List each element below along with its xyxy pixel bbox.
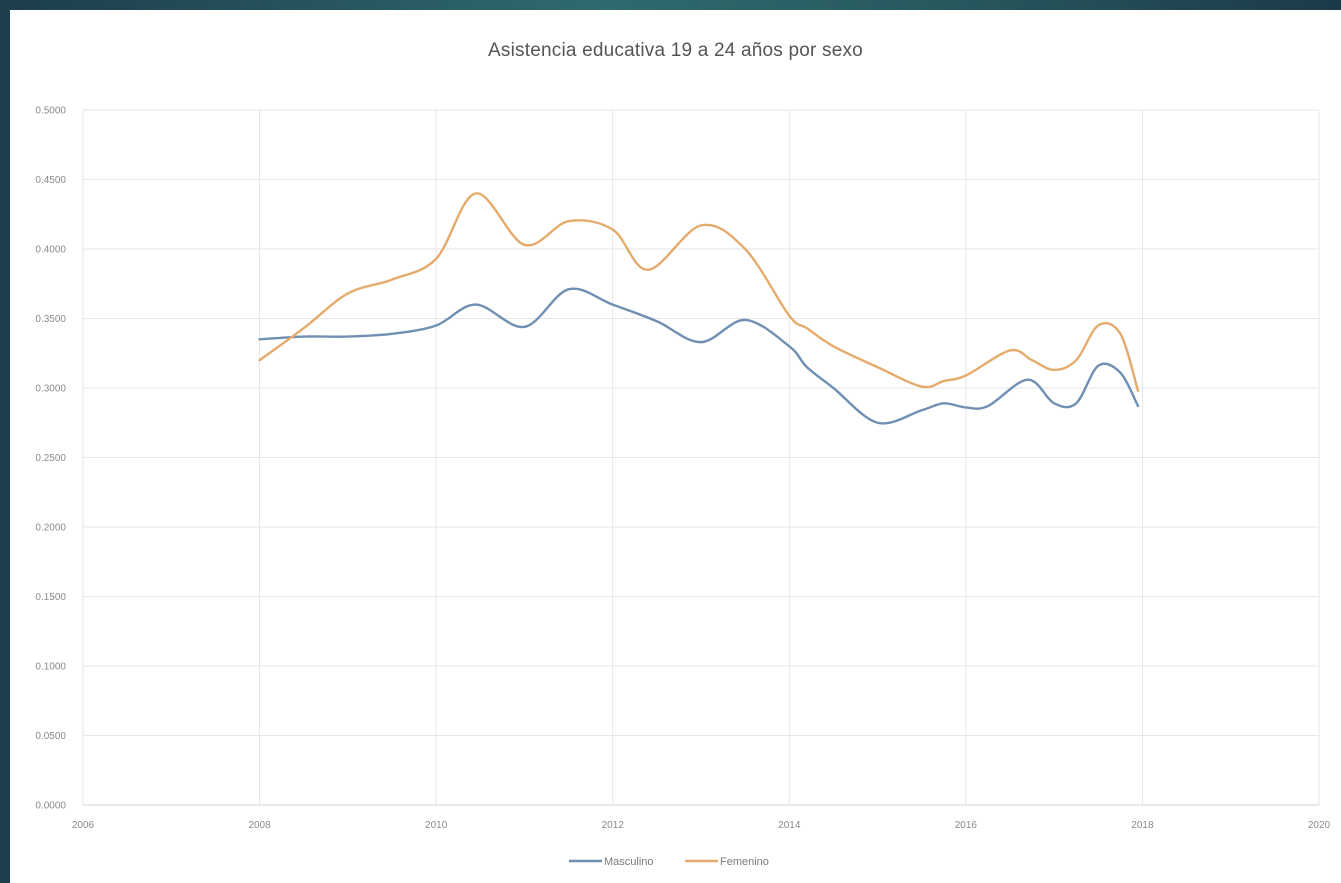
x-tick-label: 2012 (602, 820, 625, 831)
y-tick-label: 0.4000 (35, 245, 66, 256)
y-tick-label: 0.2000 (35, 523, 66, 534)
series-line-masculino (258, 287, 1140, 425)
y-tick-label: 0.1500 (35, 592, 66, 603)
y-tick-label: 0.1000 (35, 662, 66, 673)
gridlines (82, 109, 1320, 806)
y-tick-label: 0.2500 (35, 453, 66, 464)
x-tick-label: 2014 (778, 820, 801, 831)
y-tick-label: 0.5000 (35, 106, 66, 117)
x-tick-label: 2006 (72, 820, 95, 831)
y-tick-label: 0.0500 (35, 731, 66, 742)
series-lines (258, 192, 1140, 425)
series-line-femenino (258, 192, 1140, 392)
y-tick-label: 0.3000 (35, 384, 66, 395)
legend: Masculino Femenino (569, 856, 769, 868)
y-tick-label: 0.3500 (35, 314, 66, 325)
y-tick-label: 0.4500 (35, 175, 66, 186)
chart-panel: Asistencia educativa 19 a 24 años por se… (10, 10, 1341, 883)
x-tick-label: 2008 (248, 820, 271, 831)
legend-label-femenino: Femenino (720, 856, 769, 868)
x-tick-label: 2020 (1308, 820, 1331, 831)
chart-title: Asistencia educativa 19 a 24 años por se… (488, 40, 863, 61)
x-tick-label: 2016 (955, 820, 978, 831)
y-tick-label: 0.0000 (35, 801, 66, 812)
x-tick-label: 2010 (425, 820, 448, 831)
axes: 0.0000 0.0500 0.1000 0.1500 0.2000 0.2500 0.30… (35, 106, 1330, 832)
legend-label-masculino: Masculino (604, 856, 654, 868)
x-tick-label: 2018 (1131, 820, 1154, 831)
